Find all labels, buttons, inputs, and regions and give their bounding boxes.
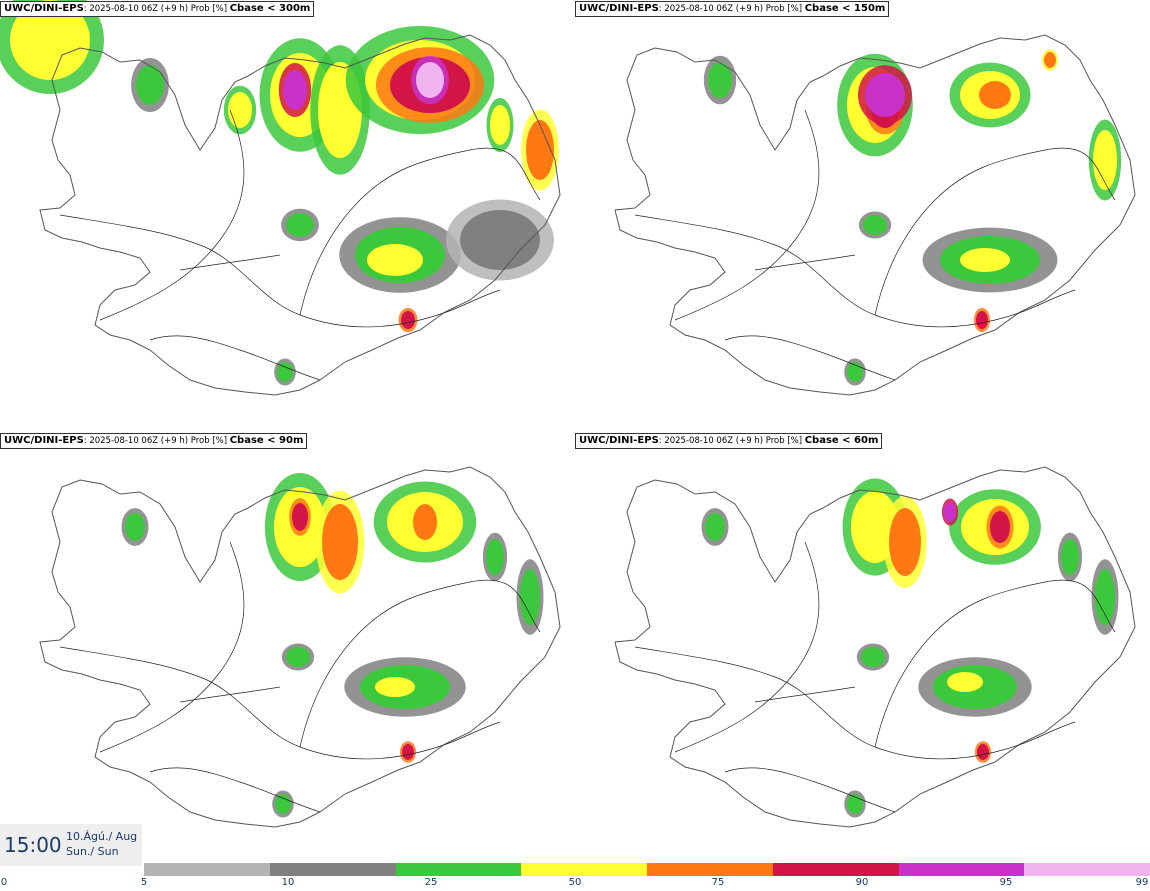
probability-blob — [367, 244, 423, 276]
probability-map — [0, 0, 561, 396]
colorbar-tick-label: 10 — [281, 877, 295, 888]
colorbar-segment — [647, 863, 773, 876]
probability-blob — [292, 503, 308, 531]
probability-blob — [277, 362, 293, 382]
road-network — [634, 541, 1116, 813]
probability-blob — [402, 744, 414, 760]
probability-blob — [705, 513, 725, 541]
colorbar-segment — [772, 863, 899, 876]
map-panel-60m: UWC/DINI-EPS: 2025-08-10 06Z (+9 h) Prob… — [575, 432, 1150, 864]
colorbar-tick-label: 95 — [999, 877, 1013, 888]
road-network — [634, 109, 1116, 381]
probability-blob — [708, 62, 732, 98]
probability-map — [39, 466, 561, 828]
probability-fields — [701, 478, 1119, 818]
probability-map — [614, 466, 1136, 828]
probability-fields — [121, 473, 544, 818]
probability-blob — [416, 62, 444, 98]
probability-blob — [1061, 539, 1079, 575]
probability-blob — [460, 210, 540, 270]
probability-blob — [1044, 52, 1056, 68]
probability-blob — [526, 120, 554, 180]
probability-fields — [0, 0, 559, 386]
probability-fields — [703, 49, 1122, 386]
road-network — [59, 109, 541, 381]
probability-blob — [861, 647, 885, 667]
probability-blob — [136, 65, 164, 105]
probability-blob — [286, 213, 314, 237]
colorbar-tick-label: 0 — [0, 877, 8, 888]
coastline — [39, 466, 561, 828]
colorbar-tick-label: 50 — [568, 877, 582, 888]
probability-blob — [889, 508, 921, 576]
probability-blob — [283, 70, 307, 110]
colorbar-tick-label: 5 — [140, 877, 148, 888]
panel-title: UWC/DINI-EPS: 2025-08-10 06Z (+9 h) Prob… — [0, 433, 308, 449]
valid-time-box: 15:00 10.Ágú./ Aug Sun./ Sun — [0, 824, 142, 866]
colorbar-segment — [144, 863, 270, 876]
probability-blob — [976, 311, 988, 329]
probability-blob — [977, 744, 989, 760]
probability-blob — [375, 677, 415, 697]
panel-title: UWC/DINI-EPS: 2025-08-10 06Z (+9 h) Prob… — [575, 1, 890, 17]
probability-blob — [947, 672, 983, 692]
probability-blob — [979, 81, 1011, 109]
colorbar-segment — [898, 863, 1025, 876]
map-panel-90m: UWC/DINI-EPS: 2025-08-10 06Z (+9 h) Prob… — [0, 432, 575, 864]
probability-blob — [286, 647, 310, 667]
probability-blob — [10, 0, 90, 80]
colorbar-tick-label: 99 — [1135, 877, 1149, 888]
probability-blob — [847, 362, 863, 382]
probability-map — [614, 34, 1136, 396]
colorbar-segment — [1024, 863, 1150, 876]
panel-title: UWC/DINI-EPS: 2025-08-10 06Z (+9 h) Prob… — [575, 433, 883, 449]
probability-blob — [486, 539, 504, 575]
panel-title: UWC/DINI-EPS: 2025-08-10 06Z (+9 h) Prob… — [0, 1, 315, 17]
colorbar-segment — [395, 863, 522, 876]
colorbar-segment — [269, 863, 396, 876]
road-network — [59, 541, 541, 813]
probability-blob — [322, 504, 358, 580]
probability-blob — [1095, 569, 1115, 625]
colorbar-tick-label: 25 — [424, 877, 438, 888]
probability-blob — [863, 215, 887, 235]
colorbar-tick-label: 75 — [711, 877, 725, 888]
colorbar-segment — [521, 863, 647, 876]
probability-blob — [1093, 130, 1117, 190]
probability-blob — [944, 502, 956, 522]
valid-day: Sun./ Sun — [66, 845, 119, 858]
probability-blob — [275, 794, 291, 814]
valid-date: 10.Ágú./ Aug — [66, 830, 138, 843]
probability-blob — [125, 513, 145, 541]
probability-blob — [865, 73, 905, 117]
probability-blob — [490, 105, 510, 145]
probability-blob — [401, 311, 415, 329]
probability-blob — [228, 92, 252, 128]
probability-blob — [847, 794, 863, 814]
valid-hour: 15:00 — [4, 833, 62, 857]
probability-blob — [413, 504, 437, 540]
probability-blob — [990, 511, 1010, 543]
coastline — [39, 34, 561, 396]
probability-blob — [520, 569, 540, 625]
colorbar — [144, 863, 1150, 876]
coastline — [614, 466, 1136, 828]
map-panel-150m: UWC/DINI-EPS: 2025-08-10 06Z (+9 h) Prob… — [575, 0, 1150, 432]
coastline — [614, 34, 1136, 396]
probability-blob — [960, 248, 1010, 272]
map-panel-300m: UWC/DINI-EPS: 2025-08-10 06Z (+9 h) Prob… — [0, 0, 575, 432]
colorbar-ticks: 0 5 10 25 50 75 90 95 99 — [0, 877, 1150, 891]
colorbar-tick-label: 90 — [855, 877, 869, 888]
